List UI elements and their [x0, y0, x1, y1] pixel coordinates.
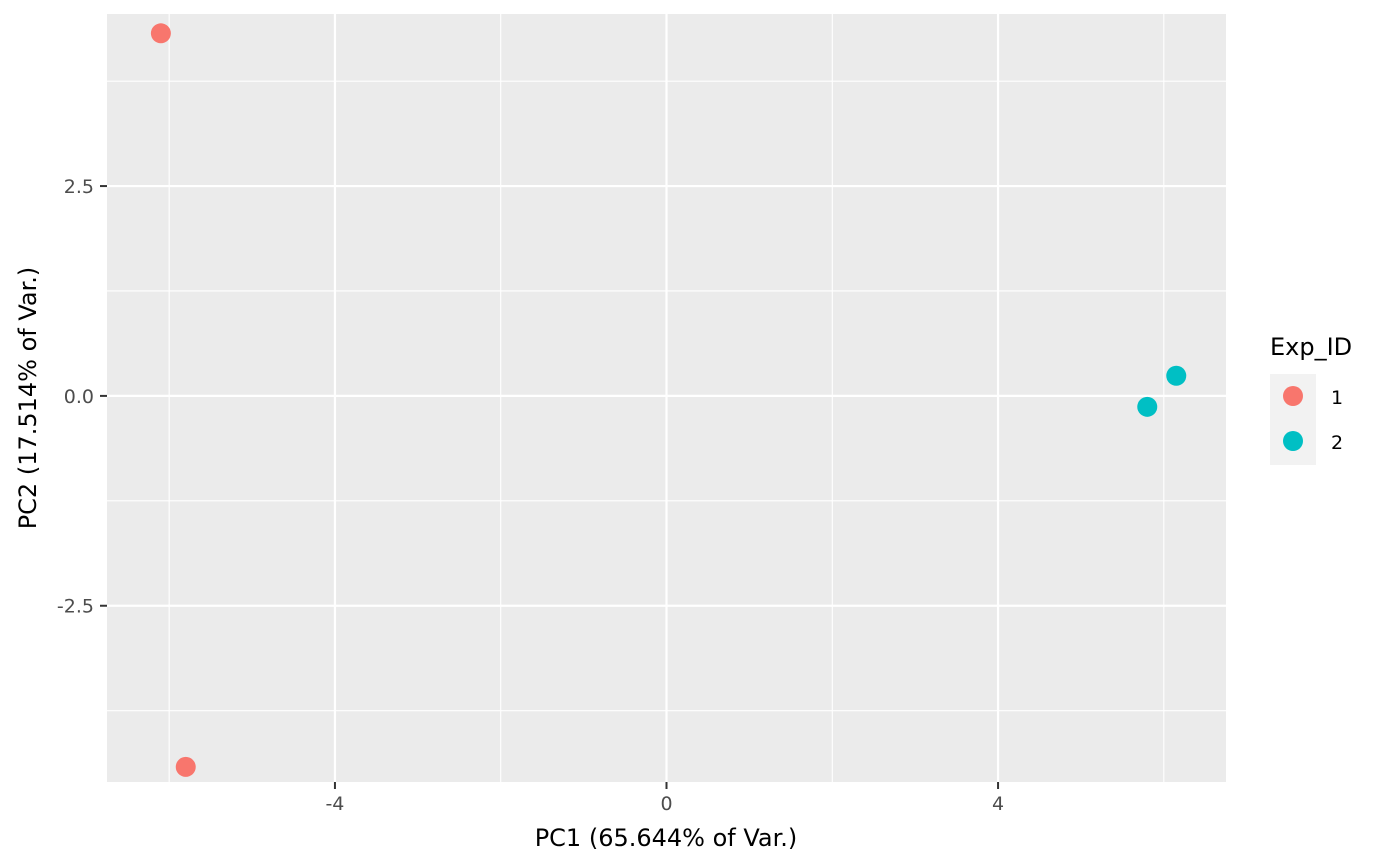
- legend-label-2: 2: [1331, 432, 1343, 454]
- data-point-exp-2: [1137, 396, 1158, 417]
- legend-title: Exp_ID: [1270, 333, 1352, 361]
- legend-label-1: 1: [1331, 387, 1343, 409]
- data-points: [150, 23, 1187, 777]
- x-tick-label: 4: [992, 793, 1004, 815]
- legend-key-2: [1283, 431, 1303, 451]
- x-axis-title: PC1 (65.644% of Var.): [535, 824, 798, 852]
- y-tick-label: -2.5: [57, 596, 94, 618]
- y-axis-title: PC2 (17.514% of Var.): [14, 267, 42, 530]
- y-tick-label: 0.0: [64, 386, 94, 408]
- data-point-exp-2: [1166, 365, 1187, 386]
- legend: Exp_ID 1 2: [1270, 333, 1352, 465]
- axes: -4 0 4 2.5 0.0 -2.5: [57, 176, 1004, 815]
- data-point-exp-1: [150, 23, 171, 44]
- data-point-exp-1: [175, 756, 196, 777]
- legend-key-1: [1283, 386, 1303, 406]
- x-tick-label: 0: [660, 793, 672, 815]
- y-tick-label: 2.5: [64, 176, 94, 198]
- x-tick-label: -4: [325, 793, 344, 815]
- major-gridlines: [107, 14, 1226, 782]
